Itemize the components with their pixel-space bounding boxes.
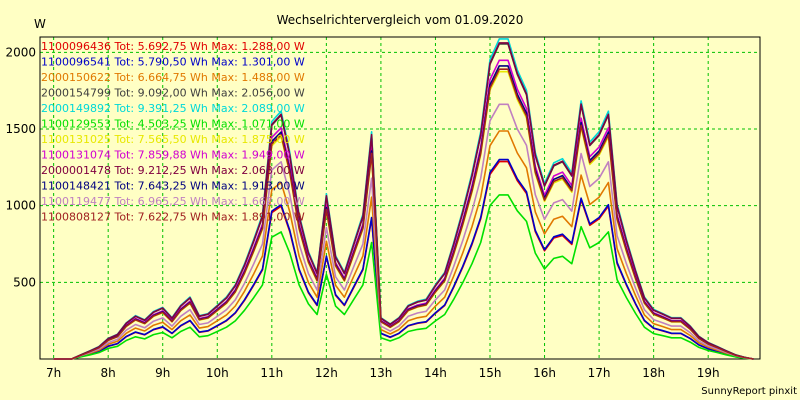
x-tick-label: 14h: [424, 366, 447, 380]
legend-entry-4: 2000154799 Tot: 9.092,00 Wh Max: 2.056,0…: [41, 87, 305, 100]
x-tick-label: 11h: [260, 366, 283, 380]
x-tick-label: 18h: [642, 366, 665, 380]
x-tick-label: 19h: [697, 366, 720, 380]
x-tick-label: 10h: [206, 366, 229, 380]
x-tick-label: 8h: [101, 366, 116, 380]
series-line-12: [53, 68, 754, 360]
x-tick-label: 12h: [315, 366, 338, 380]
x-tick-label: 15h: [479, 366, 502, 380]
legend-entry-7: 1100131025 Tot: 7.565,50 Wh Max: 1.875,0…: [41, 133, 305, 146]
legend-entry-5: 2000149892 Tot: 9.391,25 Wh Max: 2.089,0…: [41, 102, 305, 115]
series-line-9: [53, 42, 754, 360]
chart-title: Wechselrichtervergleich vom 01.09.2020: [277, 13, 524, 27]
series-line-11: [53, 103, 754, 360]
y-tick-label: 500: [13, 275, 36, 289]
legend-entry-6: 1100129553 Tot: 4.503,25 Wh Max: 1.071,0…: [41, 118, 305, 131]
legend-entry-8: 1100131074 Tot: 7.859,88 Wh Max: 1.949,0…: [41, 149, 305, 162]
x-tick-label: 16h: [533, 366, 556, 380]
y-tick-label: 1000: [5, 199, 36, 213]
y-axis-unit: W: [34, 17, 46, 31]
x-tick-label: 9h: [155, 366, 170, 380]
legend: 1100096436 Tot: 5.692,75 Wh Max: 1.288,0…: [41, 40, 305, 224]
legend-entry-10: 1100148421 Tot: 7.643,25 Wh Max: 1.913,0…: [41, 180, 305, 193]
plot-frame: [39, 36, 761, 360]
x-tick-label: 13h: [369, 366, 392, 380]
legend-entry-1: 1100096436 Tot: 5.692,75 Wh Max: 1.288,0…: [41, 40, 305, 53]
legend-entry-2: 1100096541 Tot: 5.790,50 Wh Max: 1.301,0…: [41, 56, 305, 69]
credit-label: SunnyReport pinxit: [701, 386, 797, 397]
x-tick-label: 17h: [588, 366, 611, 380]
series-group: [53, 38, 754, 360]
series-line-6: [53, 194, 754, 360]
legend-entry-11: 1100119477 Tot: 6.965,25 Wh Max: 1.662,0…: [41, 195, 305, 208]
series-line-3: [53, 130, 754, 360]
y-tick-label: 2000: [5, 45, 36, 59]
legend-entry-12: 1100808127 Tot: 7.622,75 Wh Max: 1.891,0…: [41, 211, 305, 224]
legend-entry-9: 2000001478 Tot: 9.212,25 Wh Max: 2.063,0…: [41, 164, 305, 177]
x-tick-label: 7h: [46, 366, 61, 380]
series-line-2: [53, 158, 754, 360]
y-tick-label: 1500: [5, 122, 36, 136]
legend-entry-3: 2000150622 Tot: 6.664,75 Wh Max: 1.488,0…: [41, 71, 305, 84]
axes: 500 1000 1500 2000 7h 8h 9h 10h 11h 12h 13h 14h 15h 1…: [5, 36, 761, 380]
